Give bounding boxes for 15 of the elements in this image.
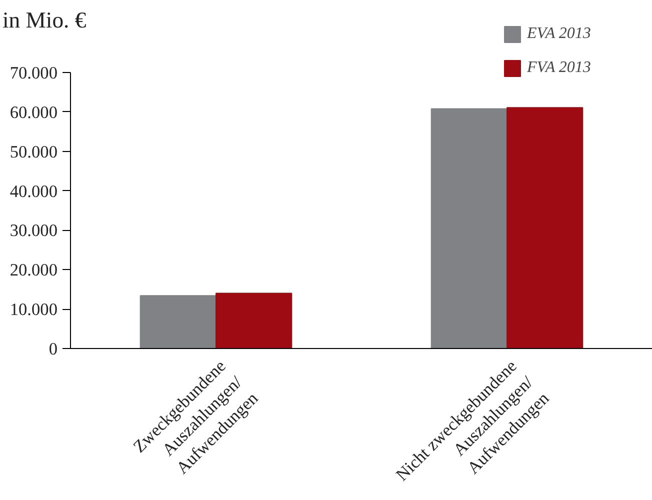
bar bbox=[216, 292, 292, 349]
bar bbox=[430, 108, 508, 349]
y-tick-label: 20.000 bbox=[10, 260, 58, 280]
y-tick-label: 0 bbox=[48, 340, 58, 358]
legend-label: EVA 2013 bbox=[527, 25, 591, 43]
y-tick-label: 60.000 bbox=[10, 102, 58, 122]
bar bbox=[506, 107, 584, 349]
y-tick-label: 30.000 bbox=[10, 221, 58, 240]
bar bbox=[140, 295, 216, 349]
y-tick-label: 40.000 bbox=[10, 182, 58, 201]
legend-label: FVA 2013 bbox=[527, 59, 591, 77]
y-tick-label: 10.000 bbox=[10, 300, 58, 320]
chart-title: in Mio. € bbox=[2, 8, 86, 32]
y-tick-label: 70.000 bbox=[10, 64, 58, 82]
y-tick-label: 50.000 bbox=[10, 142, 58, 162]
